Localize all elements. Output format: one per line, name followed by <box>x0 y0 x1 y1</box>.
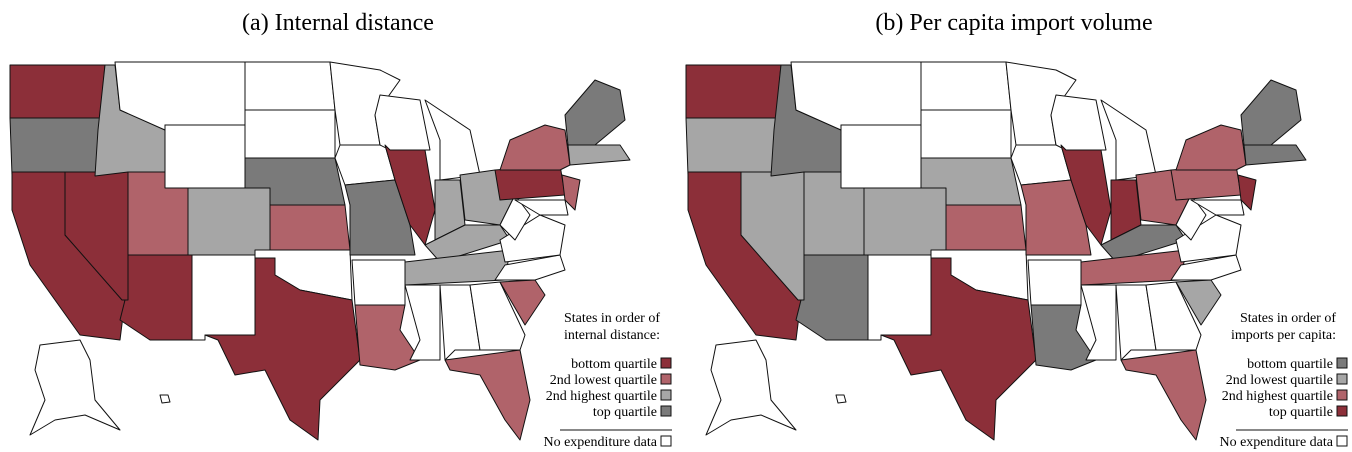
state <box>835 394 847 404</box>
state <box>159 394 171 404</box>
state <box>1050 94 1107 151</box>
state <box>187 187 271 256</box>
panel-title: (a) Internal distance <box>242 10 434 36</box>
legend-swatch <box>1336 357 1348 369</box>
state <box>795 254 869 341</box>
state <box>1120 349 1207 441</box>
legend-label: 2nd highest quartile <box>546 389 657 404</box>
state <box>1175 279 1222 326</box>
state <box>1115 284 1157 361</box>
state <box>499 214 566 263</box>
legend-label: bottom quartile <box>571 357 657 372</box>
state <box>1100 99 1157 181</box>
state <box>1190 199 1245 216</box>
state <box>499 279 546 326</box>
legend-label: No expenditure data <box>1219 435 1333 450</box>
state <box>840 124 922 189</box>
state <box>244 109 336 159</box>
state <box>164 124 246 189</box>
legend-swatch <box>1336 373 1348 385</box>
map-panel: (b) Per capita import volume States in or… <box>685 10 1348 450</box>
state <box>567 144 631 166</box>
state <box>863 187 947 256</box>
state <box>685 64 782 119</box>
state <box>920 61 1012 111</box>
state <box>9 117 101 181</box>
state <box>119 254 193 341</box>
state <box>561 174 581 211</box>
state <box>499 194 531 241</box>
state <box>9 64 106 119</box>
panel-title: (b) Per capita import volume <box>875 10 1152 36</box>
state <box>1175 194 1207 241</box>
legend-label: bottom quartile <box>1247 357 1333 372</box>
state <box>1010 144 1072 186</box>
state <box>424 99 481 181</box>
state <box>1237 174 1257 211</box>
state <box>469 281 526 351</box>
state <box>867 254 932 341</box>
legend-label: 2nd highest quartile <box>1222 389 1333 404</box>
state <box>920 109 1012 159</box>
state <box>564 79 626 146</box>
legend-swatch <box>660 373 672 385</box>
state <box>444 349 531 441</box>
legend-label: No expenditure data <box>543 435 657 450</box>
state <box>29 339 121 436</box>
state <box>514 199 569 216</box>
state <box>499 124 571 171</box>
legend-title: internal distance: <box>564 328 660 343</box>
legend-label: 2nd lowest quartile <box>550 373 657 388</box>
legend-swatch <box>1336 405 1348 417</box>
state <box>1243 144 1307 166</box>
state <box>1175 214 1242 263</box>
state <box>945 204 1027 251</box>
legend-title: States in order of <box>564 311 660 326</box>
legend-swatch <box>1336 435 1348 447</box>
state <box>269 204 351 251</box>
legend-swatch <box>1336 389 1348 401</box>
legend-swatch <box>660 389 672 401</box>
state <box>1145 281 1202 351</box>
state <box>191 254 256 341</box>
state <box>351 259 406 306</box>
state <box>1080 284 1117 361</box>
state <box>1175 124 1247 171</box>
state <box>1027 259 1082 306</box>
map-panel: (a) Internal distance States in order of i… <box>9 10 672 450</box>
legend-swatch <box>660 435 672 447</box>
state <box>334 144 396 186</box>
legend-label: top quartile <box>1269 405 1333 420</box>
legend-title: imports per capita: <box>1231 328 1336 343</box>
state <box>439 284 481 361</box>
legend-title: States in order of <box>1240 311 1336 326</box>
state <box>374 94 431 151</box>
legend-swatch <box>660 405 672 417</box>
state <box>1240 79 1302 146</box>
state <box>244 61 336 111</box>
legend-label: 2nd lowest quartile <box>1226 373 1333 388</box>
legend-label: top quartile <box>593 405 657 420</box>
state <box>404 284 441 361</box>
state <box>705 339 797 436</box>
legend-swatch <box>660 357 672 369</box>
state <box>384 144 436 246</box>
state <box>685 117 777 181</box>
state <box>1060 144 1112 246</box>
